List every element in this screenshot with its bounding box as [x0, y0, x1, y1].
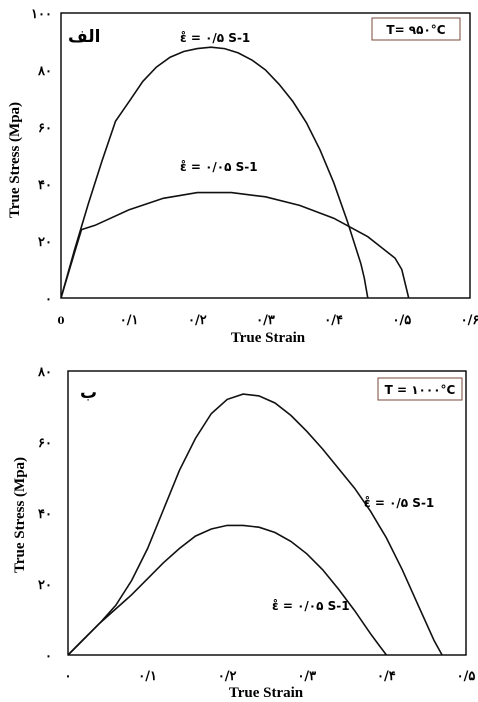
chart-a-x-tick-label: ۰/۲ [188, 313, 207, 328]
chart-b-y-tick-label: ۰ [45, 649, 52, 664]
chart-a-y-tick-label: ۲۰ [38, 235, 52, 250]
chart-a-svg: 0 ۰/۱ ۰/۲ ۰/۳ ۰/۴ ۰/۵ ۰/۶ ۰ ۲۰ ۴۰ ۶۰ ۸۰ ۱۰۰ ε̊ = ۰/۵ … [7, 7, 478, 346]
chart-a-y-tick-label: ۱۰۰ [31, 7, 52, 22]
chart-b-plot-frame [67, 370, 467, 656]
chart-b-x-tick-label: ۰ [65, 669, 72, 684]
chart-a-x-tick-label: ۰/۳ [256, 313, 275, 328]
chart-a-panel-label: الف [68, 27, 100, 47]
chart-b-x-axis-title: True Strain [229, 685, 304, 701]
chart-b-panel-label: ب [80, 383, 97, 403]
chart-a-y-tick-label: ۶۰ [38, 121, 52, 136]
chart-b-series-line-2 [67, 524, 388, 656]
chart-a-temperature-box [371, 17, 461, 41]
chart-a-x-tick-label: ۰/۴ [324, 313, 343, 328]
chart-b-y-axis-title: True Stress (Mpa) [12, 457, 28, 573]
chart-a-y-tick-label: ۰ [45, 292, 52, 307]
chart-b-x-tick-label: ۰/۱ [138, 669, 157, 684]
chart-a-x-axis-title: True Strain [231, 330, 306, 346]
chart-a-x-tick-label: ۰/۵ [392, 313, 411, 328]
chart-b-y-tick-label: ۸۰ [37, 365, 52, 380]
chart-a-series-line-1 [60, 46, 369, 299]
chart-a-series-label-2: ε̊ = ۰/۰۵ S-1 [180, 159, 258, 174]
chart-a-y-axis-title: True Stress (Mpa) [7, 102, 23, 218]
chart-panel-a: 0 ۰/۱ ۰/۲ ۰/۳ ۰/۴ ۰/۵ ۰/۶ ۰ ۲۰ ۴۰ ۶۰ ۸۰ ۱۰۰ ε̊ = ۰/۵ … [0, 0, 478, 350]
chart-a-temperature-label: T= ۹۵۰°C [386, 23, 445, 37]
chart-b-y-tick-label: ۲۰ [38, 578, 52, 593]
chart-panel-b: ۰ ۰/۱ ۰/۲ ۰/۳ ۰/۴ ۰/۵ ۰ ۲۰ ۴۰ ۶۰ ۸۰ ε̊ = ۰/۵ S-1 ε̊ … [0, 350, 478, 702]
chart-b-y-tick-label: ۴۰ [38, 507, 52, 522]
chart-a-plot-frame [60, 12, 471, 299]
chart-b-series-label-2: ε̊ = ۰/۰۵ S-1 [272, 598, 350, 613]
chart-b-temperature-label: T = ۱۰۰۰°C [385, 383, 456, 397]
chart-b-series-line-1 [67, 393, 443, 656]
chart-b-y-tick-label: ۶۰ [38, 436, 52, 451]
chart-a-y-tick-label: ۴۰ [38, 178, 52, 193]
chart-b-x-tick-label: ۰/۲ [218, 669, 237, 684]
chart-b-temperature-box [377, 377, 463, 401]
chart-b-svg: ۰ ۰/۱ ۰/۲ ۰/۳ ۰/۴ ۰/۵ ۰ ۲۰ ۴۰ ۶۰ ۸۰ ε̊ = ۰/۵ S-1 ε̊ … [12, 365, 476, 701]
chart-a-series-label-1: ε̊ = ۰/۵ S-1 [180, 30, 250, 45]
chart-a-x-tick-label: 0 [58, 316, 65, 327]
chart-b-x-tick-label: ۰/۳ [297, 669, 316, 684]
chart-a-x-tick-label: ۰/۱ [120, 313, 139, 328]
chart-a-y-tick-label: ۸۰ [37, 64, 52, 79]
chart-b-x-tick-label: ۰/۴ [377, 669, 396, 684]
chart-a-series-line-2 [60, 191, 410, 299]
chart-b-x-tick-label: ۰/۵ [457, 669, 476, 684]
chart-b-series-label-1: ε̊ = ۰/۵ S-1 [364, 495, 434, 510]
chart-a-x-tick-label: ۰/۶ [461, 313, 478, 328]
